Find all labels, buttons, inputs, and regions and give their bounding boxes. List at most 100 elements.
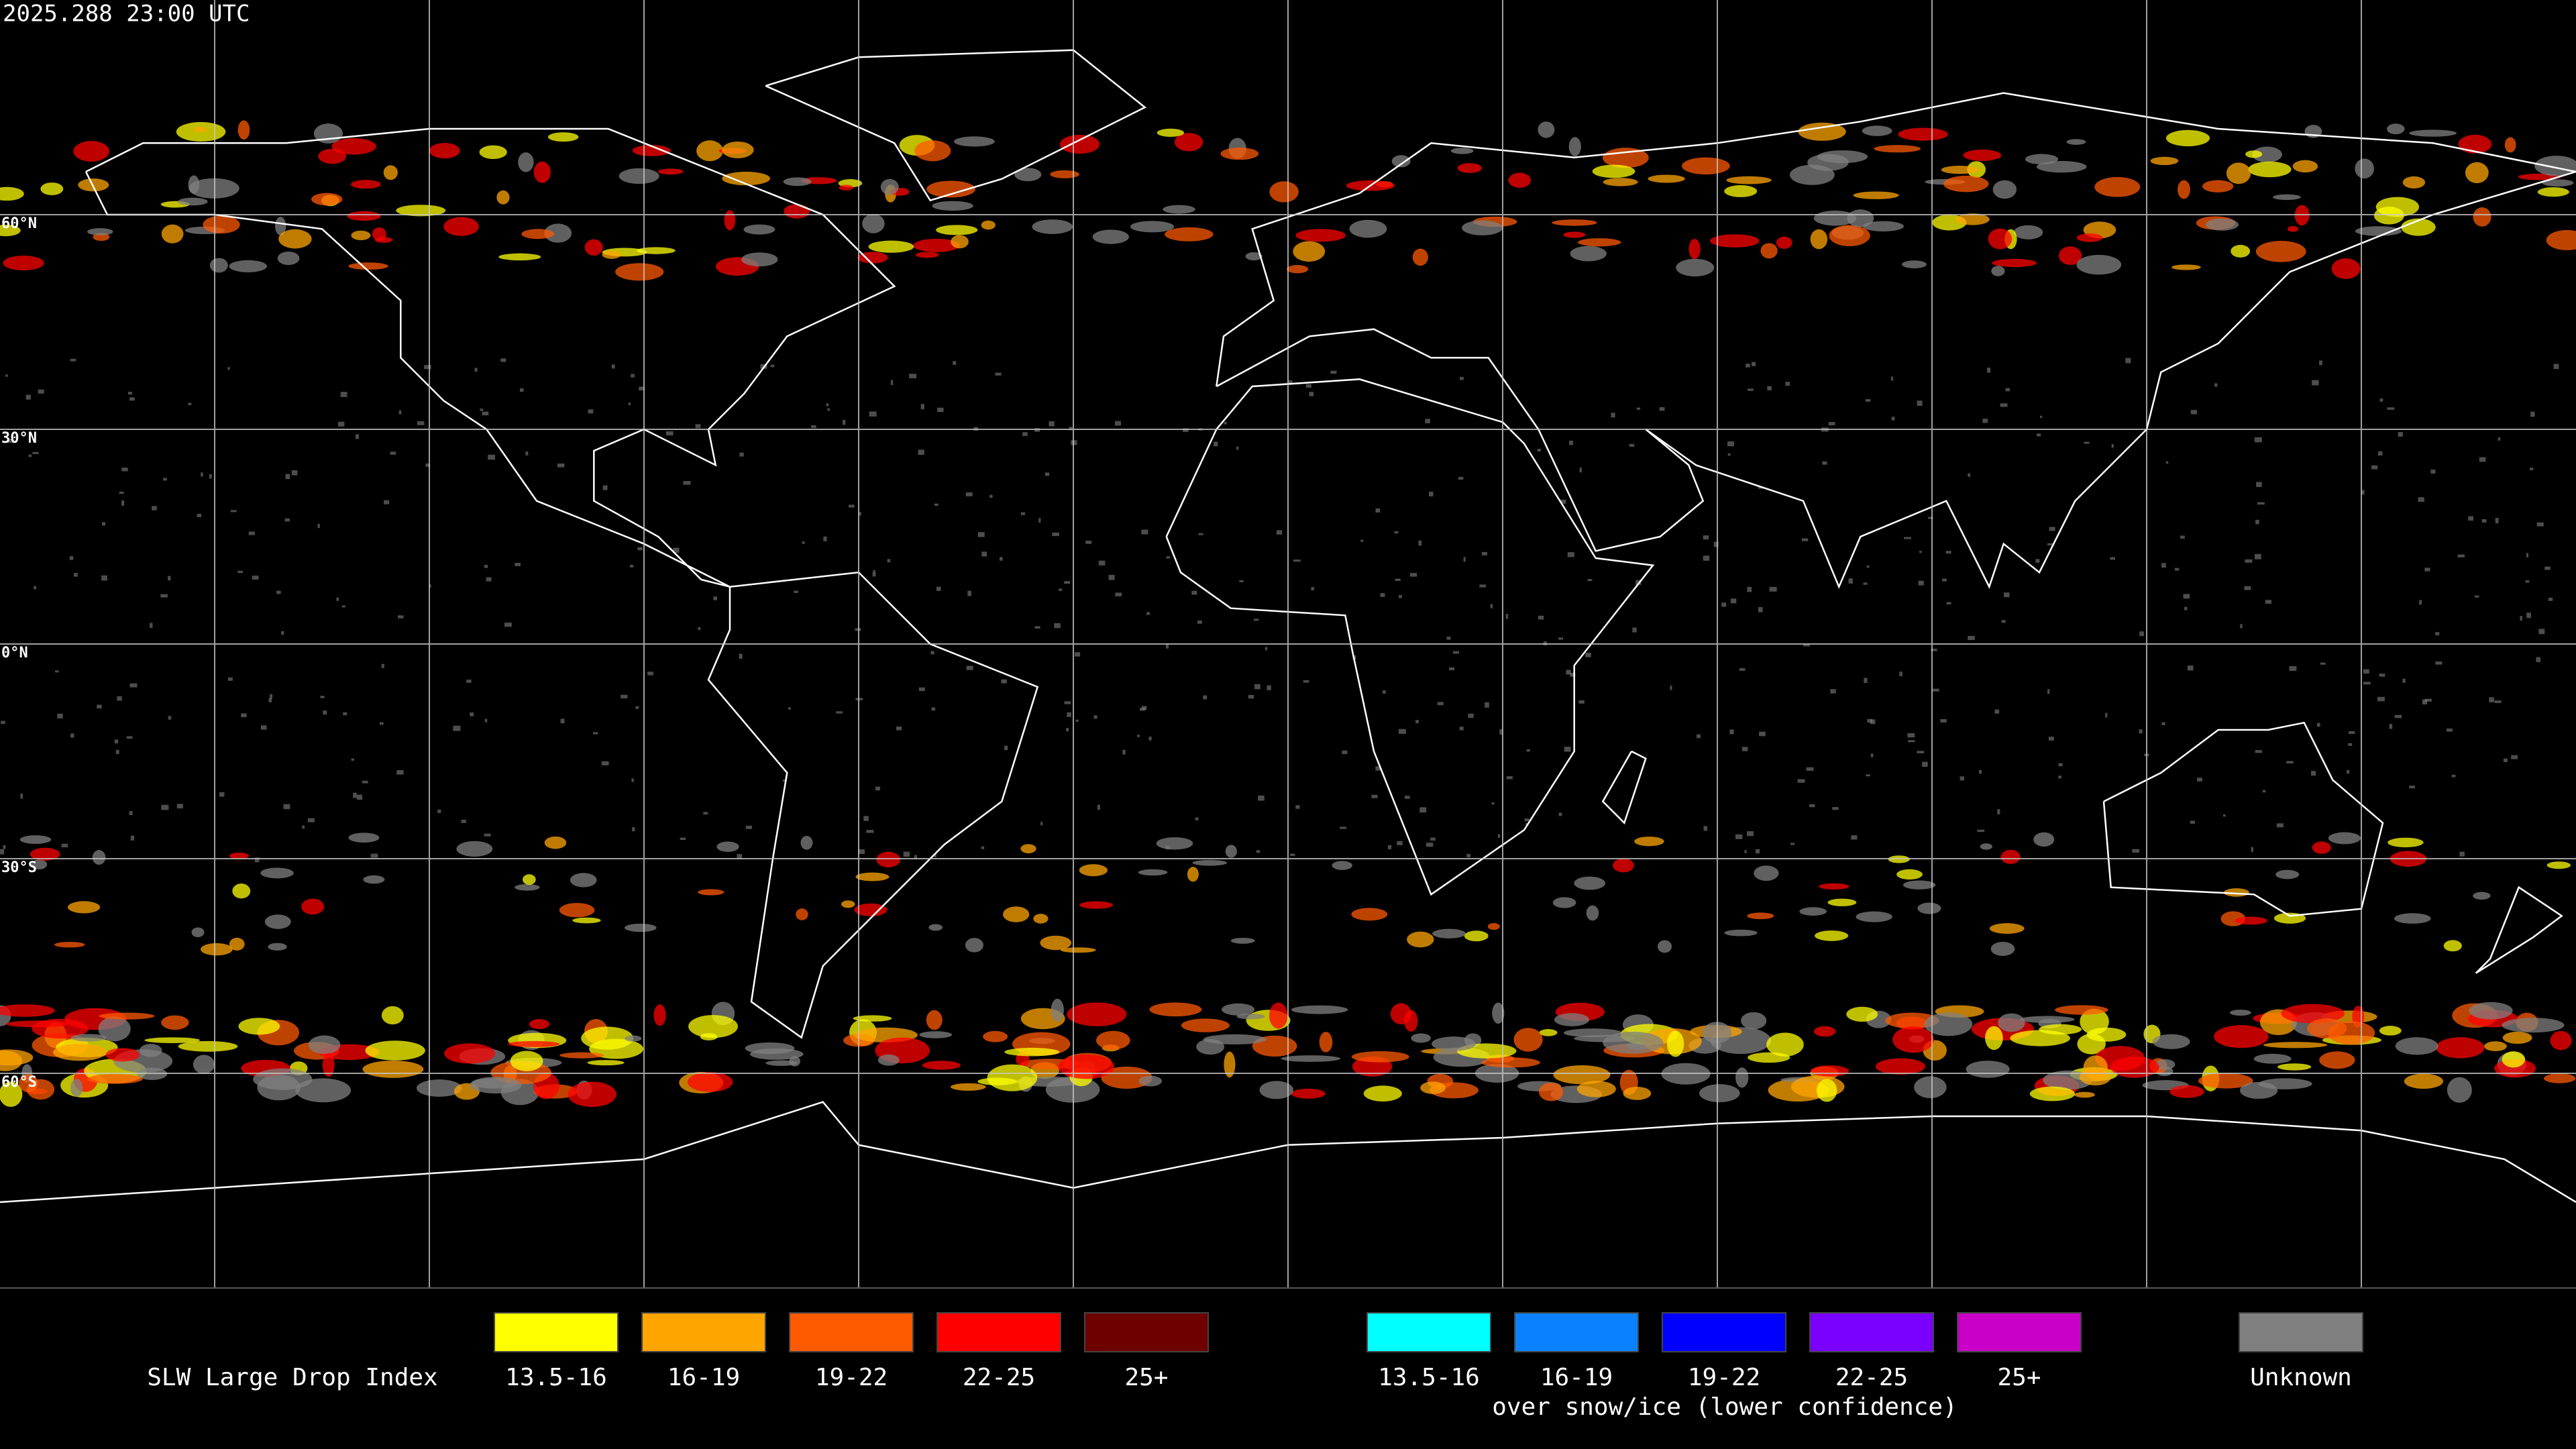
cloud-speck (97, 704, 102, 708)
cloud-patch (193, 126, 207, 133)
cloud-patch (268, 943, 287, 951)
cloud-patch (70, 1079, 83, 1097)
cloud-patch (1538, 1082, 1564, 1102)
cloud-speck (989, 494, 993, 498)
cloud-speck (2494, 700, 2502, 703)
cloud-speck (353, 792, 357, 798)
cloud-patch (350, 180, 381, 189)
cloud-patch (2395, 1037, 2438, 1055)
cloud-speck (2111, 443, 2114, 448)
cloud-patch (1811, 1065, 1849, 1077)
cloud-speck (1739, 668, 1746, 672)
cloud-speck (1044, 472, 1050, 476)
cloud-speck (1769, 586, 1777, 592)
cloud-patch (2165, 129, 2210, 147)
cloud-speck (160, 594, 168, 598)
cloud-patch (570, 873, 597, 888)
legend-title: SLW Large Drop Index (147, 1364, 437, 1391)
cloud-speck (1020, 512, 1026, 515)
cloud-speck (602, 485, 608, 490)
cloud-patch (178, 1040, 238, 1052)
cloud-patch (1269, 1002, 1288, 1029)
cloud-patch (1817, 1079, 1837, 1102)
cloud-speck (611, 364, 615, 369)
cloud-patch (362, 1060, 424, 1078)
cloud-speck (1566, 669, 1571, 675)
cloud-speck (2190, 410, 2198, 415)
cloud-patch (1790, 164, 1835, 185)
cloud-speck (1960, 776, 1964, 781)
cloud-patch (496, 190, 510, 205)
cloud-patch (2248, 161, 2292, 178)
cloud-speck (560, 718, 565, 724)
cloud-speck (1224, 421, 1227, 425)
cloud-speck (2361, 490, 2365, 495)
legend-swatch (789, 1312, 914, 1352)
cloud-patch (78, 178, 109, 192)
cloud-speck (227, 677, 233, 681)
cloud-speck (504, 623, 512, 627)
cloud-speck (1022, 432, 1028, 436)
cloud-speck (1928, 517, 1933, 519)
cloud-speck (1703, 535, 1709, 540)
cloud-patch (2447, 1077, 2472, 1103)
cloud-patch (1464, 930, 1489, 942)
cloud-patch (2214, 1025, 2269, 1049)
cloud-patch (203, 215, 240, 234)
latitude-labels: 60°N 30°N 0°N 30°S 60°S (1, 215, 37, 1091)
cloud-speck (437, 809, 441, 813)
cloud-patch (698, 889, 724, 896)
cloud-speck (858, 512, 861, 516)
cloud-speck (953, 361, 957, 365)
cloud-speck (1746, 831, 1754, 837)
cloud-patch (696, 140, 723, 162)
cloud-speck (1256, 850, 1260, 853)
legend-label: 19-22 (815, 1364, 888, 1391)
cloud-speck (307, 818, 315, 822)
cloud-speck (1198, 533, 1203, 535)
cloud-speck (61, 843, 68, 848)
cloud-speck (770, 364, 775, 368)
cloud-patch (275, 217, 286, 235)
cloud-patch (515, 883, 540, 891)
cloud-speck (1986, 368, 1991, 373)
legend-label: 22-25 (1835, 1364, 1908, 1391)
cloud-patch (1079, 901, 1114, 909)
cloud-patch (2328, 832, 2361, 845)
cloud-patch (363, 875, 385, 884)
cloud-speck (230, 510, 237, 513)
cloud-speck (1191, 590, 1197, 595)
cloud-speck (1122, 749, 1126, 755)
cloud-patch (1431, 1036, 1477, 1051)
cloud-patch (1699, 1084, 1740, 1103)
cloud-patch (1991, 266, 2005, 276)
cloud-speck (2553, 364, 2559, 370)
cloud-speck (1267, 685, 1271, 690)
cloud-patch (92, 850, 106, 865)
cloud-patch (1980, 843, 1993, 850)
cloud-patch (1291, 1088, 1326, 1099)
cloud-speck (1309, 392, 1314, 396)
cloud-speck (2286, 761, 2294, 764)
legend-label: 13.5-16 (505, 1364, 607, 1391)
cloud-patch (1988, 228, 2012, 250)
cloud-patch (32, 1018, 89, 1039)
cloud-speck (703, 812, 708, 815)
cloud-patch (1853, 191, 1899, 199)
cloud-patch (456, 841, 493, 857)
cloud-patch (1576, 1081, 1616, 1097)
cloud-speck (1567, 552, 1574, 557)
cloud-speck (1479, 584, 1486, 588)
cloud-speck (317, 523, 320, 529)
cloud-patch (2150, 156, 2179, 166)
cloud-speck (1864, 678, 1868, 684)
cloud-speck (101, 575, 107, 581)
cloud-patch (1165, 227, 1214, 241)
cloud-speck (1049, 421, 1055, 427)
legend-swatch (1514, 1312, 1639, 1352)
cloud-speck (484, 833, 491, 837)
cloud-speck (1758, 606, 1763, 612)
cloud-patch (1810, 229, 1828, 250)
legend-swatch (936, 1312, 1061, 1352)
cloud-speck (417, 421, 425, 425)
